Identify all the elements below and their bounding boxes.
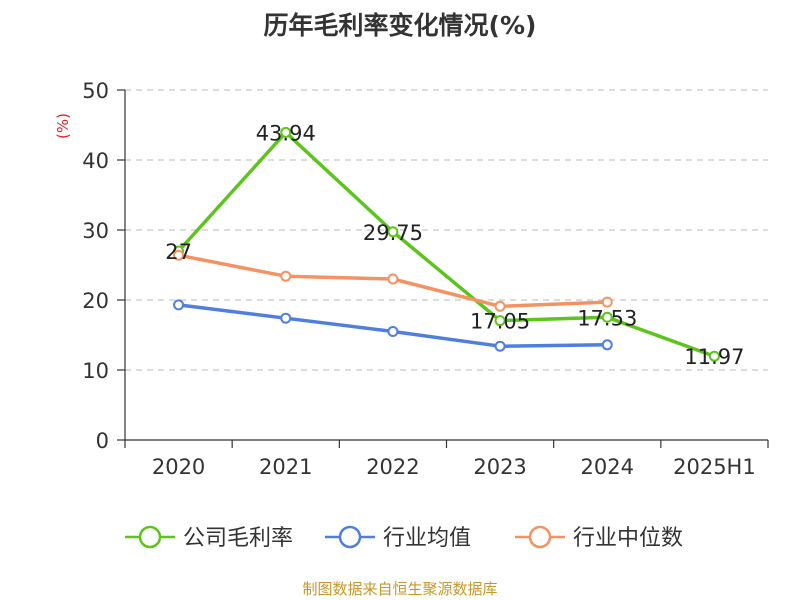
data-point (494, 300, 506, 312)
data-point (387, 226, 399, 238)
gridlines (125, 89, 768, 371)
x-tick-label: 2021 (259, 455, 312, 479)
legend[interactable]: 公司毛利率 行业均值 行业中位数 (125, 525, 683, 551)
y-tick-label: 0 (96, 429, 109, 453)
data-point (387, 326, 399, 337)
data-point (280, 270, 292, 282)
x-tick-label: 2025H1 (673, 455, 756, 479)
legend-item-0[interactable]: 公司毛利率 (125, 525, 293, 551)
data-point (601, 311, 613, 323)
legend-label: 公司毛利率 (183, 526, 293, 551)
x-tick-label: 2022 (366, 455, 419, 479)
data-point (494, 315, 506, 327)
data-point (173, 299, 185, 311)
data-point (387, 273, 399, 285)
data-label: 29.75 (363, 221, 423, 245)
source-note: 制图数据来自恒生聚源数据库 (302, 580, 498, 598)
x-tick-label: 2024 (581, 455, 634, 479)
y-tick-label: 40 (82, 149, 109, 173)
data-point (601, 339, 613, 351)
data-label: 43.94 (256, 121, 316, 145)
data-label: 11.97 (684, 345, 744, 369)
data-point (601, 296, 613, 308)
chart-title: 历年毛利率变化情况(%) (263, 11, 537, 40)
legend-item-2[interactable]: 行业中位数 (515, 525, 683, 551)
data-point (494, 340, 506, 352)
data-point (280, 312, 292, 324)
legend-marker (138, 525, 162, 549)
axes: 0 10 20 30 40 50 2020 2021 2022 2023 2024 2025H1 (82, 79, 769, 479)
legend-label: 行业中位数 (573, 526, 683, 551)
series-line-1 (178, 303, 608, 348)
y-tick-label: 20 (82, 289, 109, 313)
series-line-0 (177, 130, 716, 358)
data-label: 17.05 (470, 310, 530, 334)
legend-marker (528, 525, 552, 549)
x-tick-label: 2023 (473, 455, 526, 479)
series-layer (173, 126, 720, 362)
legend-marker (338, 525, 362, 549)
y-axis-unit-label: (%) (54, 113, 72, 139)
data-label: 17.53 (577, 306, 637, 330)
x-tick-label: 2020 (152, 455, 205, 479)
data-point (173, 249, 185, 261)
y-tick-label: 30 (82, 219, 109, 243)
y-tick-label: 50 (82, 79, 109, 103)
data-point (708, 350, 720, 362)
legend-label: 行业均值 (383, 526, 471, 551)
legend-item-1[interactable]: 行业均值 (325, 525, 471, 551)
data-labels: 27 43.94 29.75 17.05 17.53 11.97 (165, 121, 744, 369)
data-label: 27 (165, 240, 192, 264)
y-tick-label: 10 (82, 359, 109, 383)
data-point (280, 126, 292, 138)
